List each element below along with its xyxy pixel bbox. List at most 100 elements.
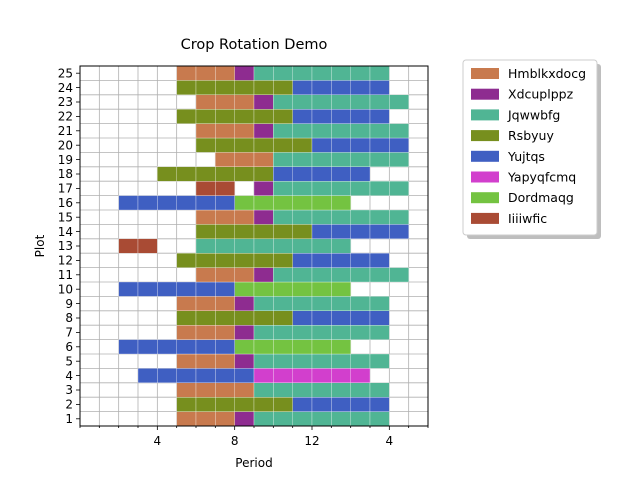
bar-cell-rsbyuy [195, 109, 216, 124]
bar-cell-jqwwbfg [273, 181, 293, 196]
bar-cell-rsbyuy [253, 397, 274, 412]
bar-cell-jqwwbfg [350, 209, 371, 225]
bar-cell-jqwwbfg [369, 65, 390, 81]
bar-cell-dordmaqg [234, 339, 255, 355]
bar-cell-jqwwbfg [311, 411, 332, 427]
bar-cell-jqwwbfg [350, 353, 371, 369]
bar-cell-yujtqs [389, 137, 409, 153]
bar-cell-hmblkxdocg [195, 94, 216, 110]
bar-cell-rsbyuy [234, 310, 255, 326]
bar-cell-hmblkxdocg [195, 267, 216, 283]
bar-cell-iiiiwfic [118, 238, 139, 254]
bar-cell-jqwwbfg [331, 65, 351, 81]
y-tick-label: 17 [58, 182, 73, 196]
bar-cell-hmblkxdocg [215, 267, 235, 283]
bar-cell-yujtqs [273, 166, 293, 182]
bar-cell-hmblkxdocg [215, 296, 235, 311]
y-tick-label: 12 [58, 254, 73, 268]
bar-cell-yujtqs [369, 80, 390, 95]
bar-cell-dordmaqg [253, 339, 274, 355]
bar-cell-yapyqfcmq [350, 368, 371, 383]
bar-cell-rsbyuy [215, 80, 235, 95]
bar-cell-rsbyuy [157, 166, 177, 182]
bar-cell-yapyqfcmq [253, 368, 274, 383]
bar-cell-yujtqs [137, 195, 158, 211]
bar-cell-jqwwbfg [273, 411, 293, 427]
bar-cell-jqwwbfg [253, 353, 274, 369]
bar-cell-jqwwbfg [292, 296, 313, 311]
bar-cell-yujtqs [350, 166, 371, 182]
bar-cell-hmblkxdocg [176, 382, 197, 398]
bar-cell-yujtqs [215, 339, 235, 355]
bar-cell-jqwwbfg [331, 94, 351, 110]
legend-swatch-yujtqs [471, 150, 499, 162]
bar-cell-yujtqs [118, 281, 139, 297]
bar-cell-yujtqs [215, 368, 235, 383]
y-tick-label: 7 [65, 326, 73, 340]
y-tick-label: 8 [65, 311, 73, 325]
bar-cell-jqwwbfg [331, 325, 351, 340]
bar-cell-jqwwbfg [369, 353, 390, 369]
bar-cell-rsbyuy [215, 137, 235, 153]
bar-cell-xdcuplppz [234, 411, 255, 427]
bar-cell-dordmaqg [311, 195, 332, 211]
bar-cell-dordmaqg [253, 195, 274, 211]
y-tick-label: 21 [58, 124, 73, 138]
bar-cell-rsbyuy [253, 224, 274, 239]
bar-cell-jqwwbfg [350, 181, 371, 196]
bar-cell-yujtqs [369, 310, 390, 326]
bar-cell-yujtqs [350, 137, 371, 153]
bar-cell-yapyqfcmq [273, 368, 293, 383]
bar-cell-jqwwbfg [273, 238, 293, 254]
bar-cell-yujtqs [292, 253, 313, 268]
bar-cell-yujtqs [311, 310, 332, 326]
bar-cell-hmblkxdocg [195, 353, 216, 369]
bar-cell-jqwwbfg [311, 325, 332, 340]
bar-cell-yujtqs [331, 137, 351, 153]
bar-cell-jqwwbfg [311, 382, 332, 398]
bar-cell-yujtqs [292, 397, 313, 412]
bar-cell-dordmaqg [273, 281, 293, 297]
bar-cell-hmblkxdocg [234, 152, 255, 167]
bar-cell-yujtqs [176, 368, 197, 383]
y-tick-label: 1 [65, 412, 73, 426]
bar-cell-jqwwbfg [389, 209, 409, 225]
bar-cell-yujtqs [118, 195, 139, 211]
bar-cell-yujtqs [215, 195, 235, 211]
bar-cell-rsbyuy [176, 253, 197, 268]
bar-cell-yujtqs [292, 109, 313, 124]
bar-cell-jqwwbfg [331, 209, 351, 225]
bar-cell-hmblkxdocg [176, 65, 197, 81]
bar-cell-jqwwbfg [389, 123, 409, 139]
y-tick-label: 13 [58, 239, 73, 253]
bar-cell-hmblkxdocg [176, 296, 197, 311]
y-tick-label: 23 [58, 95, 73, 109]
bar-cell-jqwwbfg [331, 411, 351, 427]
bar-cell-rsbyuy [195, 80, 216, 95]
bar-cell-yujtqs [157, 281, 177, 297]
bar-cell-yujtqs [369, 137, 390, 153]
bar-cell-hmblkxdocg [195, 411, 216, 427]
bar-cell-yapyqfcmq [331, 368, 351, 383]
bar-cell-jqwwbfg [292, 382, 313, 398]
legend-swatch-iiiiwfic [471, 212, 499, 224]
bar-cell-hmblkxdocg [215, 152, 235, 167]
bar-cell-jqwwbfg [292, 94, 313, 110]
legend-label-hmblkxdocg: Hmblkxdocg [508, 66, 586, 81]
bar-cell-yapyqfcmq [292, 368, 313, 383]
bar-cell-rsbyuy [253, 80, 274, 95]
bar-cell-rsbyuy [273, 253, 293, 268]
bar-cell-xdcuplppz [234, 325, 255, 340]
legend-label-dordmaqg: Dordmaqg [508, 190, 574, 205]
bar-cell-jqwwbfg [292, 267, 313, 283]
bar-cell-rsbyuy [292, 137, 313, 153]
bar-cell-jqwwbfg [311, 181, 332, 196]
bar-cell-jqwwbfg [369, 411, 390, 427]
y-tick-label: 2 [65, 398, 73, 412]
bar-cell-xdcuplppz [253, 209, 274, 225]
bar-cell-rsbyuy [234, 137, 255, 153]
bar-cell-yujtqs [369, 253, 390, 268]
y-tick-label: 4 [65, 369, 73, 383]
bar-cell-jqwwbfg [273, 65, 293, 81]
y-tick-label: 9 [65, 297, 73, 311]
